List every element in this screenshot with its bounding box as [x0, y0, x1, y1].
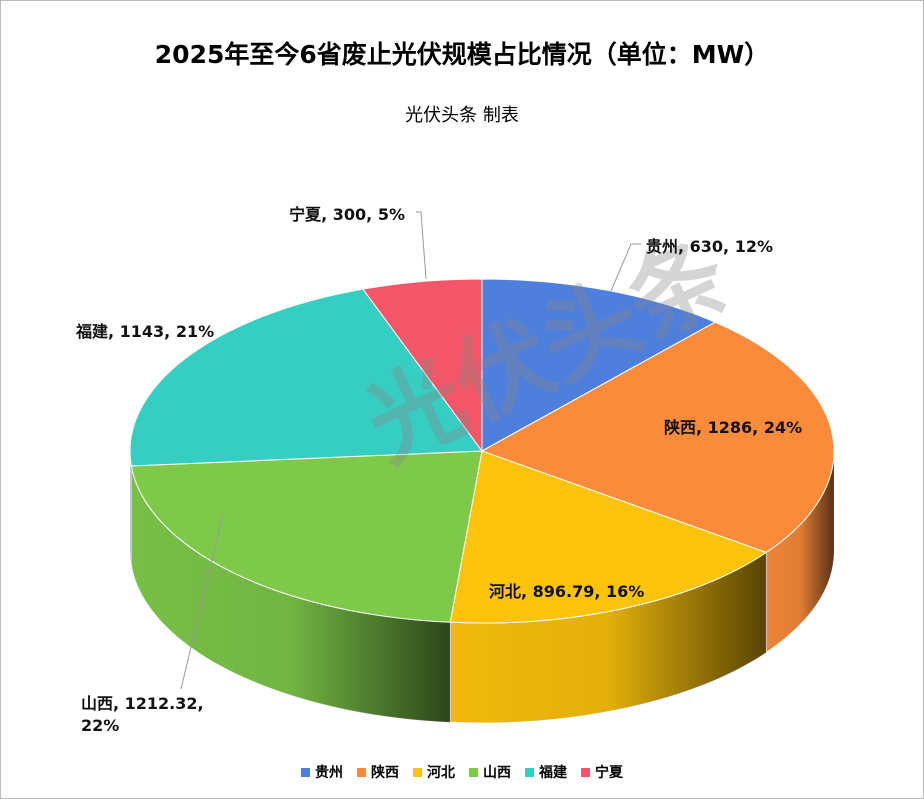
legend-swatch: [581, 768, 590, 777]
side-shade: [131, 465, 451, 723]
pie-slice: [130, 450, 483, 623]
data-label: 贵州, 630, 12%: [646, 237, 773, 256]
legend-label: 陕西: [371, 765, 399, 781]
pie-slice: [449, 450, 768, 624]
legend: 贵州 陕西 河北 山西 福建 宁夏: [1, 762, 923, 782]
side-shade: [450, 552, 767, 723]
legend-swatch: [413, 768, 422, 777]
legend-item: 河北: [413, 762, 455, 782]
pie-slice: [481, 278, 717, 452]
leader-line: [180, 512, 224, 690]
legend-label: 河北: [427, 765, 455, 781]
legend-item: 贵州: [301, 762, 343, 782]
chart-title: 2025年至今6省废止光伏规模占比情况（单位：MW）: [154, 40, 770, 69]
legend-swatch: [525, 768, 534, 777]
pie-slice: [480, 321, 835, 553]
side-shade: [130, 451, 132, 566]
pie-slice: [129, 288, 483, 467]
legend-item: 福建: [525, 762, 567, 782]
legend-item: 宁夏: [581, 762, 623, 782]
legend-label: 贵州: [315, 765, 343, 781]
legend-swatch: [357, 768, 366, 777]
legend-swatch: [469, 768, 478, 777]
leader-line: [416, 211, 427, 280]
data-label: 福建, 1143, 21%: [76, 322, 215, 341]
data-label: 河北, 896.79, 16%: [489, 582, 645, 601]
legend-label: 福建: [539, 765, 567, 781]
chart-subtitle: 光伏头条 制表: [405, 105, 519, 126]
legend-swatch: [301, 768, 310, 777]
legend-label: 宁夏: [595, 765, 623, 781]
pie-slice: [362, 278, 483, 453]
side-shade: [766, 451, 834, 653]
data-label: 宁夏, 300, 5%: [289, 205, 405, 224]
data-label: 山西, 1212.32, 22%: [81, 694, 204, 735]
legend-item: 陕西: [357, 762, 399, 782]
legend-label: 山西: [483, 765, 511, 781]
leader-line: [610, 243, 641, 292]
data-label: 陕西, 1286, 24%: [664, 418, 803, 437]
legend-item: 山西: [469, 762, 511, 782]
